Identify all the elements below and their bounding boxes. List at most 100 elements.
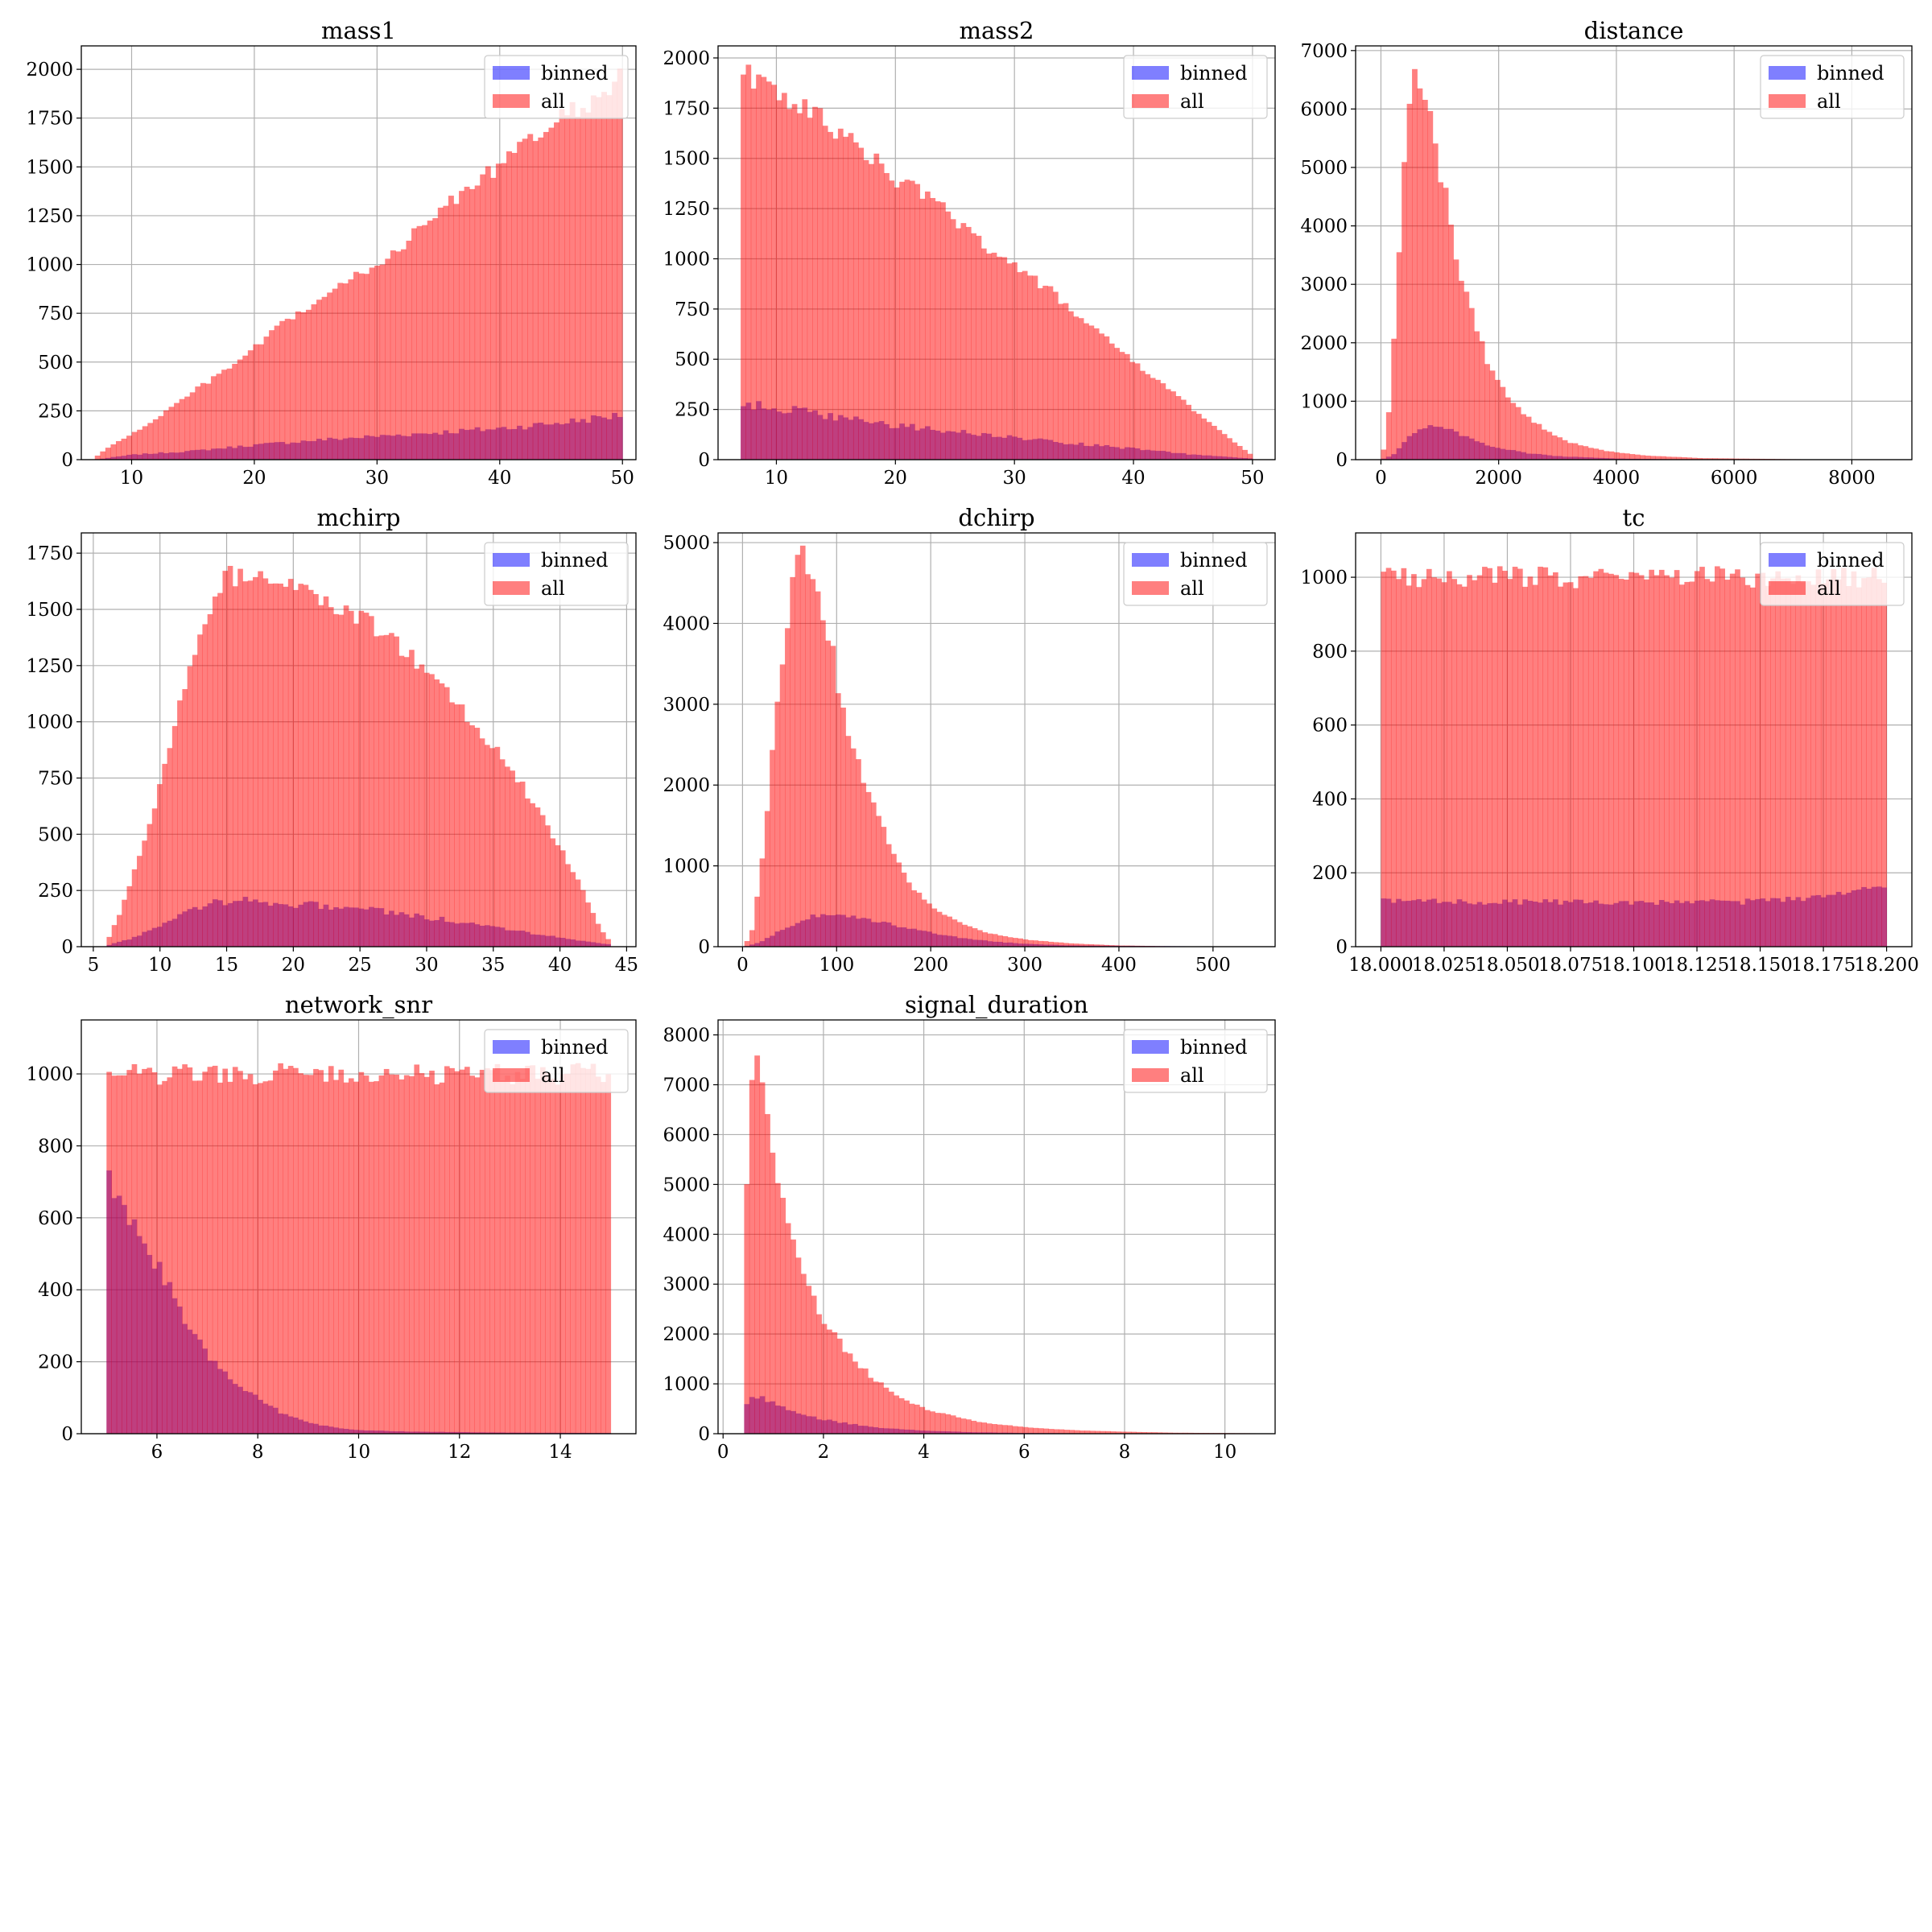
bar-all	[1141, 1431, 1147, 1434]
bar-all	[1649, 569, 1655, 947]
bar-all	[1820, 583, 1827, 947]
bar-all	[444, 1066, 450, 1434]
bar-all	[532, 141, 539, 460]
bar-all	[976, 235, 982, 460]
bar-all	[111, 925, 118, 947]
bar-all	[333, 613, 339, 947]
bar-all	[976, 1422, 982, 1434]
bar-all	[517, 142, 523, 460]
bar-all	[419, 664, 425, 947]
bar-all	[212, 1065, 218, 1434]
x-tick-label: 10	[148, 955, 171, 976]
bar-all	[242, 581, 249, 947]
bar-all	[1048, 1429, 1055, 1434]
x-tick-label: 30	[1003, 468, 1026, 489]
bar-all	[242, 355, 249, 460]
chart-panel-dchirp: 0 100 200 300 400 500010002000300040005000dch…	[663, 504, 1276, 976]
bar-all	[1232, 442, 1238, 460]
bar-all	[1472, 580, 1478, 947]
bar-all	[575, 116, 581, 460]
bar-all	[279, 320, 286, 460]
bar-all	[857, 1368, 864, 1434]
bar-all	[980, 248, 987, 460]
x-tick-label: 18.100	[1601, 955, 1666, 976]
bar-all	[1598, 449, 1604, 460]
bar-all	[952, 919, 958, 947]
bar-all	[527, 134, 534, 460]
bar-all	[1871, 568, 1877, 947]
x-tick-label: 12	[448, 1442, 471, 1463]
bar-all	[200, 382, 206, 460]
bar-all	[1800, 582, 1806, 947]
y-tick-label: 5000	[663, 533, 710, 554]
bar-all	[785, 1223, 791, 1434]
bar-all	[1744, 584, 1751, 947]
legend: binned all	[1760, 542, 1905, 606]
bar-all	[1150, 378, 1156, 460]
bar-all	[1623, 579, 1629, 947]
bar-all	[287, 579, 294, 947]
bar-all	[1645, 455, 1651, 460]
bar-all	[1129, 361, 1136, 460]
legend-label-all: all	[1180, 90, 1204, 113]
bar-all	[1577, 445, 1583, 460]
bar-all	[321, 296, 328, 460]
bar-all	[1512, 567, 1518, 947]
x-tick-label: 0	[1375, 468, 1387, 489]
bar-all	[1650, 456, 1656, 460]
bar-all	[168, 407, 175, 460]
bar-all	[479, 738, 485, 947]
bar-all	[1644, 579, 1649, 947]
bar-all	[232, 586, 238, 947]
bar-all	[1831, 568, 1837, 947]
bar-all	[1012, 1426, 1018, 1434]
y-tick-label: 7000	[1300, 41, 1348, 62]
bar-all	[162, 763, 167, 947]
bar-all	[865, 791, 872, 947]
bar-all	[1047, 286, 1054, 460]
bar-all	[232, 1067, 238, 1434]
bar-all	[1059, 1429, 1065, 1434]
bar-all	[1525, 416, 1532, 460]
bar-all	[565, 864, 571, 947]
bar-all	[545, 1072, 551, 1434]
bar-all	[1027, 275, 1033, 460]
bar-all	[914, 1404, 920, 1434]
bar-all	[308, 1075, 314, 1434]
bar-all	[226, 368, 233, 460]
bar-all	[986, 253, 993, 460]
bar-all	[936, 911, 943, 947]
bar-all	[852, 1361, 858, 1434]
bar-all	[207, 613, 213, 947]
bar-all	[1136, 1431, 1142, 1434]
bar-all	[816, 1314, 822, 1434]
bar-all	[797, 113, 803, 460]
bar-all	[1489, 370, 1496, 460]
bar-all	[1691, 457, 1698, 460]
bar-all	[432, 218, 439, 460]
bar-all	[485, 1068, 490, 1434]
x-tick-label: 10	[1213, 1442, 1236, 1463]
bar-all	[1717, 458, 1724, 460]
bar-all	[237, 359, 243, 460]
bar-all	[1456, 584, 1463, 947]
bar-all	[115, 440, 122, 460]
x-tick-label: 20	[282, 955, 305, 976]
y-tick-label: 750	[675, 299, 710, 320]
bar-all	[780, 1197, 786, 1434]
bar-all	[1482, 567, 1488, 947]
bar-all	[749, 930, 755, 947]
bar-all	[519, 781, 526, 947]
x-tick-label: 5	[88, 955, 100, 976]
bar-all	[1505, 397, 1511, 460]
legend-label-binned: binned	[541, 549, 609, 572]
bar-all	[494, 746, 501, 947]
y-tick-label: 2000	[26, 60, 73, 80]
bar-all	[555, 1084, 561, 1434]
bar-all	[1033, 1427, 1039, 1434]
bar-all	[605, 1074, 612, 1434]
bar-all	[429, 1071, 435, 1434]
chart-panel-mchirp: 5 10 15 20 25 30 35 40 45 0 250 500 750 1000 1250 1500 1…	[26, 504, 638, 976]
y-tick-label: 1750	[663, 98, 710, 119]
bar-all	[1165, 389, 1171, 460]
